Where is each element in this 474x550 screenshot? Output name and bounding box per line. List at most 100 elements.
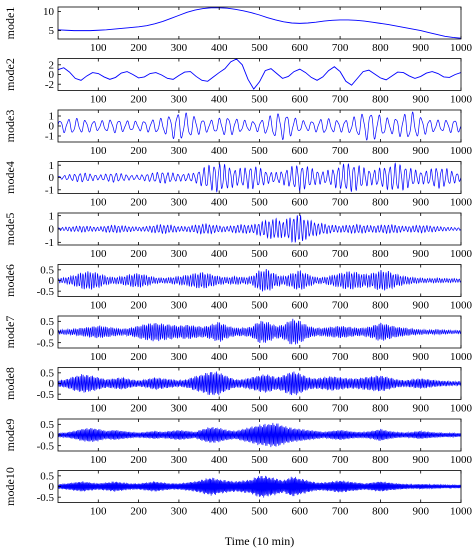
series-line-mode6 [58, 269, 461, 292]
x-tick-label: 400 [211, 506, 228, 518]
x-tick-label: 1000 [450, 145, 473, 157]
x-tick-label: 600 [292, 248, 309, 260]
x-tick-label: 1000 [450, 454, 473, 466]
panel-mode2: 20-2 100 200 300 400 500 600 700 800 900 1000 mode2 [3, 58, 473, 106]
x-tick-label: 100 [90, 42, 107, 54]
x-tick-label: 900 [412, 197, 429, 209]
x-tick-label: 800 [372, 454, 389, 466]
x-tick-label: 600 [292, 145, 309, 157]
x-tick-label: 600 [292, 506, 309, 518]
x-tick-label: 500 [251, 351, 268, 363]
x-tick-label: 300 [171, 300, 188, 312]
y-tick-label: -2 [45, 79, 54, 91]
y-tick-label: 0 [49, 481, 55, 493]
y-tick-label: 0 [49, 275, 55, 287]
x-tick-label: 1000 [450, 42, 473, 54]
x-tick-label: 200 [130, 351, 147, 363]
y-axis-label: mode8 [3, 367, 17, 400]
y-tick-label: 0.5 [40, 470, 54, 482]
x-tick-label: 100 [90, 506, 107, 518]
x-tick-label: 500 [251, 42, 268, 54]
x-tick-label: 500 [251, 403, 268, 415]
y-axis-label: mode3 [3, 110, 17, 143]
y-tick-label: 0 [49, 121, 55, 133]
y-axis-label: mode10 [3, 467, 17, 506]
x-tick-label: 600 [292, 403, 309, 415]
x-tick-label: 200 [130, 300, 147, 312]
x-tick-label: 600 [292, 197, 309, 209]
x-tick-label: 700 [332, 506, 349, 518]
x-tick-label: 1000 [450, 300, 473, 312]
x-tick-label: 400 [211, 42, 228, 54]
x-tick-label: 700 [332, 351, 349, 363]
x-tick-label: 100 [90, 300, 107, 312]
x-tick-label: 300 [171, 197, 188, 209]
x-tick-label: 1000 [450, 94, 473, 106]
plot-frame [57, 6, 462, 40]
y-tick-label: -1 [45, 131, 54, 143]
x-tick-label: 700 [332, 403, 349, 415]
x-tick-label: 700 [332, 42, 349, 54]
x-tick-label: 100 [90, 351, 107, 363]
y-axis-label: mode1 [3, 7, 17, 40]
x-tick-label: 400 [211, 94, 228, 106]
x-tick-label: 900 [412, 145, 429, 157]
y-tick-label: 2 [49, 59, 55, 71]
x-tick-label: 800 [372, 94, 389, 106]
x-tick-label: 1000 [450, 506, 473, 518]
x-tick-label: 1000 [450, 351, 473, 363]
x-tick-label: 500 [251, 248, 268, 260]
y-tick-label: 1 [49, 111, 55, 123]
x-tick-label: 1000 [450, 197, 473, 209]
x-tick-label: 800 [372, 506, 389, 518]
y-tick-label: -0.5 [37, 389, 55, 401]
panel-mode6: 0.50-0.5 100 200 300 400 500 600 700 800 900 1000 m… [3, 264, 473, 312]
x-tick-label: 400 [211, 248, 228, 260]
y-tick-label: 0.5 [40, 419, 54, 431]
y-tick-label: -0.5 [37, 337, 55, 349]
x-tick-label: 900 [412, 454, 429, 466]
y-tick-label: 0 [49, 224, 55, 236]
x-tick-label: 600 [292, 94, 309, 106]
x-tick-label: 800 [372, 351, 389, 363]
y-tick-label: 0 [49, 69, 55, 81]
x-tick-label: 300 [171, 403, 188, 415]
x-tick-label: 600 [292, 300, 309, 312]
x-tick-label: 700 [332, 145, 349, 157]
x-tick-label: 300 [171, 506, 188, 518]
x-tick-label: 400 [211, 197, 228, 209]
y-axis-label: mode4 [3, 161, 17, 194]
x-tick-label: 700 [332, 94, 349, 106]
series-line-mode9 [58, 422, 461, 448]
x-tick-label: 400 [211, 145, 228, 157]
y-tick-label: 1 [49, 210, 55, 222]
x-tick-label: 200 [130, 197, 147, 209]
series-line-mode7 [58, 318, 461, 345]
panel-mode8: 0.50-0.5 100 200 300 400 500 600 700 800 900 1000 m… [3, 367, 473, 415]
x-tick-label: 800 [372, 403, 389, 415]
series-line-mode5 [58, 215, 461, 244]
series-line-mode2 [58, 58, 461, 90]
x-tick-label: 800 [372, 248, 389, 260]
x-tick-label: 900 [412, 42, 429, 54]
x-tick-label: 100 [90, 145, 107, 157]
y-tick-label: 1 [49, 160, 55, 172]
y-tick-label: -1 [45, 237, 54, 249]
x-tick-label: 300 [171, 42, 188, 54]
x-tick-label: 100 [90, 248, 107, 260]
x-tick-label: 500 [251, 94, 268, 106]
y-tick-label: 0.5 [40, 367, 54, 379]
panel-mode1: 5 10 100 200 300 400 500 600 700 800 900 1000 mode1 [3, 6, 473, 54]
x-tick-label: 700 [332, 248, 349, 260]
x-tick-label: 400 [211, 300, 228, 312]
x-tick-label: 200 [130, 248, 147, 260]
x-tick-label: 200 [130, 94, 147, 106]
x-tick-label: 700 [332, 300, 349, 312]
x-tick-label: 900 [412, 351, 429, 363]
y-tick-label: 5 [49, 25, 55, 37]
y-tick-label: 0 [49, 430, 55, 442]
x-tick-label: 600 [292, 42, 309, 54]
y-axis-label: mode2 [3, 58, 17, 91]
series-line-mode1 [58, 7, 461, 39]
series-line-mode4 [58, 162, 461, 193]
